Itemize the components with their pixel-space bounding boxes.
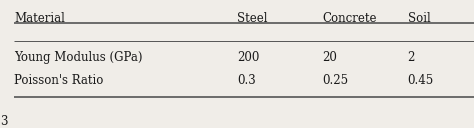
Text: Concrete: Concrete — [322, 12, 377, 25]
Text: 3: 3 — [0, 115, 8, 128]
Text: Young Modulus (GPa): Young Modulus (GPa) — [14, 51, 143, 64]
Text: 20: 20 — [322, 51, 337, 64]
Text: 200: 200 — [237, 51, 259, 64]
Text: 0.3: 0.3 — [237, 74, 256, 87]
Text: Material: Material — [14, 12, 65, 25]
Text: Poisson's Ratio: Poisson's Ratio — [14, 74, 104, 87]
Text: Steel: Steel — [237, 12, 267, 25]
Text: Soil: Soil — [408, 12, 430, 25]
Text: 0.45: 0.45 — [408, 74, 434, 87]
Text: 2: 2 — [408, 51, 415, 64]
Text: 0.25: 0.25 — [322, 74, 348, 87]
